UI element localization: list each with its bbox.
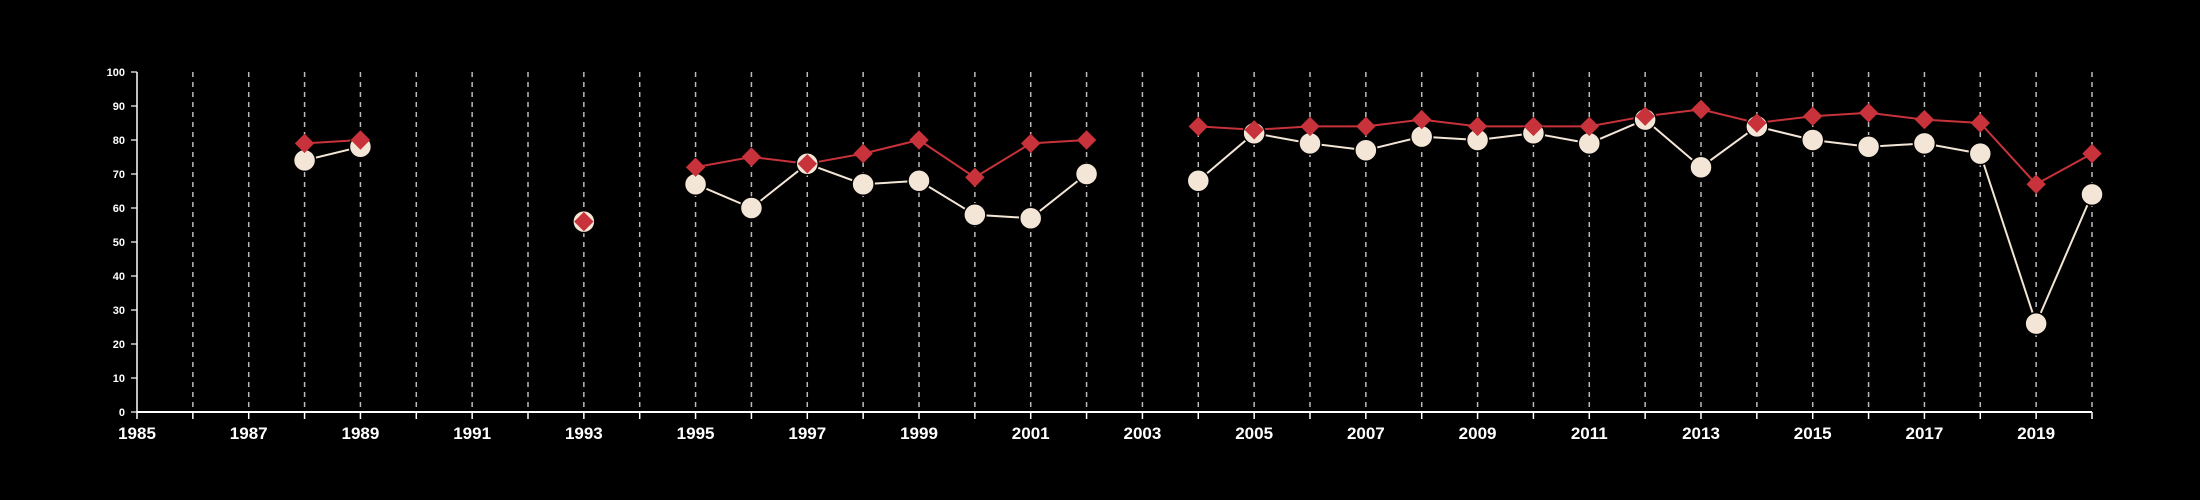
data-point-circle xyxy=(1074,162,1099,186)
y-tick-label: 50 xyxy=(113,237,125,249)
data-point-circle xyxy=(1856,135,1881,159)
data-point-circle xyxy=(851,172,875,196)
data-point-diamond xyxy=(909,130,929,150)
x-tick-label: 1997 xyxy=(788,424,826,443)
x-tick-label: 1989 xyxy=(342,424,380,443)
y-tick-label: 70 xyxy=(113,169,125,181)
data-point-diamond xyxy=(1858,103,1879,123)
data-point-diamond xyxy=(2082,143,2102,164)
grid-layer xyxy=(192,72,2093,412)
x-tick-label: 2011 xyxy=(1571,424,1608,443)
x-tick-label: 2019 xyxy=(2017,424,2055,443)
data-point-diamond xyxy=(853,143,873,164)
data-point-diamond xyxy=(1300,116,1320,137)
x-tick-label: 2017 xyxy=(1906,424,1944,443)
data-point-diamond xyxy=(1244,120,1264,140)
data-point-diamond xyxy=(1467,116,1488,137)
data-point-diamond xyxy=(1021,133,1041,154)
y-tick-label: 90 xyxy=(113,101,125,113)
series-line xyxy=(695,138,1087,179)
data-point-diamond xyxy=(1356,116,1376,137)
x-tick-label: 2007 xyxy=(1347,424,1385,443)
data-point-diamond xyxy=(1523,116,1544,137)
data-point-diamond xyxy=(1803,106,1823,126)
data-point-diamond xyxy=(1691,99,1711,120)
axis-layer: 0 10 20 30 40 50 60 70 80 90 100 1985 1987 1989 1991 19… xyxy=(107,67,2093,443)
data-point-circle xyxy=(2024,311,2048,336)
x-tick-label: 2005 xyxy=(1235,424,1273,443)
data-point-diamond xyxy=(1747,113,1767,133)
data-point-circle xyxy=(739,196,764,220)
data-point-diamond xyxy=(685,157,706,177)
data-point-diamond xyxy=(741,147,762,167)
data-point-diamond xyxy=(1188,116,1208,137)
data-point-circle xyxy=(1689,155,1713,179)
data-point-diamond xyxy=(1635,106,1655,126)
data-point-diamond xyxy=(1076,130,1097,150)
x-tick-label: 2013 xyxy=(1682,424,1720,443)
y-tick-label: 10 xyxy=(113,373,125,385)
data-point-circle xyxy=(1912,131,1937,156)
x-tick-label: 1999 xyxy=(900,424,938,443)
y-tick-label: 60 xyxy=(113,203,125,215)
y-tick-label: 30 xyxy=(113,305,125,317)
data-point-circle xyxy=(1968,141,1993,166)
data-point-diamond xyxy=(965,167,985,188)
data-point-circle xyxy=(1354,138,1378,162)
y-tick-label: 100 xyxy=(107,67,125,79)
data-point-diamond xyxy=(294,133,315,154)
x-tick-label: 1985 xyxy=(118,424,156,443)
x-tick-label: 2009 xyxy=(1459,424,1497,443)
x-tick-label: 1995 xyxy=(677,424,715,443)
data-point-circle xyxy=(2080,182,2104,207)
y-tick-label: 40 xyxy=(113,271,125,283)
data-point-diamond xyxy=(574,211,594,232)
data-point-diamond xyxy=(2026,174,2046,194)
y-tick-label: 0 xyxy=(119,407,125,419)
data-point-circle xyxy=(963,203,987,227)
x-tick-label: 2003 xyxy=(1124,424,1162,443)
x-tick-label: 2015 xyxy=(1794,424,1832,443)
data-point-circle xyxy=(1186,169,1211,193)
data-point-diamond xyxy=(350,130,371,150)
data-point-diamond xyxy=(1970,113,1990,133)
data-point-circle xyxy=(1018,206,1043,230)
data-point-circle xyxy=(907,169,931,193)
x-tick-label: 1991 xyxy=(453,424,491,443)
x-tick-label: 1993 xyxy=(565,424,603,443)
data-point-circle xyxy=(1800,128,1825,152)
data-point-diamond xyxy=(1412,109,1432,130)
x-tick-label: 2001 xyxy=(1012,424,1050,443)
series-layer xyxy=(292,99,2104,336)
data-point-diamond xyxy=(1914,109,1935,130)
y-tick-label: 80 xyxy=(113,135,125,147)
data-point-diamond xyxy=(1579,116,1599,137)
y-tick-label: 20 xyxy=(113,339,125,351)
data-point-diamond xyxy=(797,154,817,174)
x-tick-label: 1987 xyxy=(230,424,268,443)
